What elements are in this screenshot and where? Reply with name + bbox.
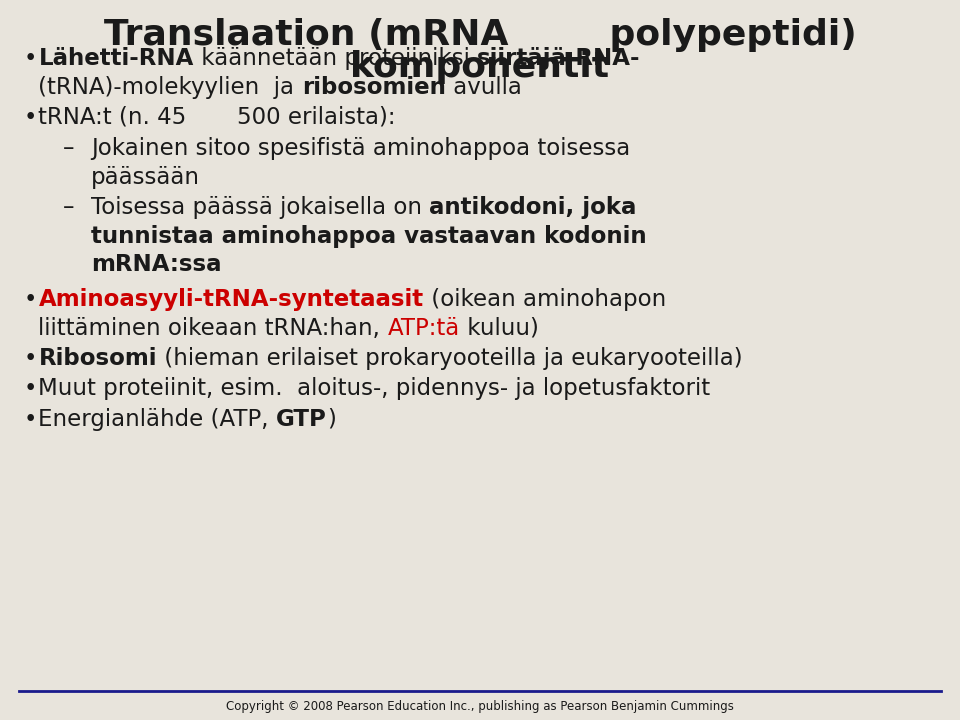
Text: (hieman erilaiset prokaryooteilla ja eukaryooteilla): (hieman erilaiset prokaryooteilla ja euk…	[156, 347, 742, 370]
Text: tRNA:t (n. 45       500 erilaista):: tRNA:t (n. 45 500 erilaista):	[38, 106, 396, 129]
Text: GTP: GTP	[276, 408, 327, 431]
Text: •: •	[24, 288, 37, 311]
Text: ribosomien: ribosomien	[301, 76, 445, 99]
Text: •: •	[24, 106, 37, 129]
Text: ATP:tä: ATP:tä	[388, 317, 460, 340]
Text: siirtäjä-RNA-: siirtäjä-RNA-	[477, 47, 640, 70]
Text: –: –	[62, 137, 74, 160]
Text: –: –	[62, 196, 74, 219]
Text: •: •	[24, 47, 37, 70]
Text: päässään: päässään	[91, 166, 201, 189]
Text: Lähetti-RNA: Lähetti-RNA	[38, 47, 194, 70]
Text: Toisessa päässä jokaisella on: Toisessa päässä jokaisella on	[91, 196, 429, 219]
Text: Ribosomi: Ribosomi	[38, 347, 156, 370]
Text: liittäminen oikeaan tRNA:han,: liittäminen oikeaan tRNA:han,	[38, 317, 388, 340]
Text: •: •	[24, 408, 37, 431]
Text: (tRNA)-molekyylien  ja: (tRNA)-molekyylien ja	[38, 76, 301, 99]
Text: ): )	[327, 408, 336, 431]
Text: (oikean aminohapon: (oikean aminohapon	[423, 288, 666, 311]
Text: tunnistaa aminohappoa vastaavan kodonin: tunnistaa aminohappoa vastaavan kodonin	[91, 225, 647, 248]
Text: kuluu): kuluu)	[460, 317, 539, 340]
Text: •: •	[24, 347, 37, 370]
Text: •: •	[24, 377, 37, 400]
Text: Muut proteiinit, esim.  aloitus-, pidennys- ja lopetusfaktorit: Muut proteiinit, esim. aloitus-, pidenny…	[38, 377, 710, 400]
Text: käännetään proteiiniksi: käännetään proteiiniksi	[194, 47, 477, 70]
Text: Jokainen sitoo spesifistä aminohappoa toisessa: Jokainen sitoo spesifistä aminohappoa to…	[91, 137, 631, 160]
Text: komponentit: komponentit	[350, 50, 610, 84]
Text: avulla: avulla	[445, 76, 521, 99]
Text: antikodoni, joka: antikodoni, joka	[429, 196, 636, 219]
Text: Aminoasyyli-tRNA-syntetaasit: Aminoasyyli-tRNA-syntetaasit	[38, 288, 423, 311]
Text: Copyright © 2008 Pearson Education Inc., publishing as Pearson Benjamin Cummings: Copyright © 2008 Pearson Education Inc.,…	[226, 700, 734, 713]
Text: Translaation (mRNA        polypeptidi): Translaation (mRNA polypeptidi)	[104, 18, 856, 52]
Text: mRNA:ssa: mRNA:ssa	[91, 253, 222, 276]
Text: Energianlähde (ATP,: Energianlähde (ATP,	[38, 408, 276, 431]
